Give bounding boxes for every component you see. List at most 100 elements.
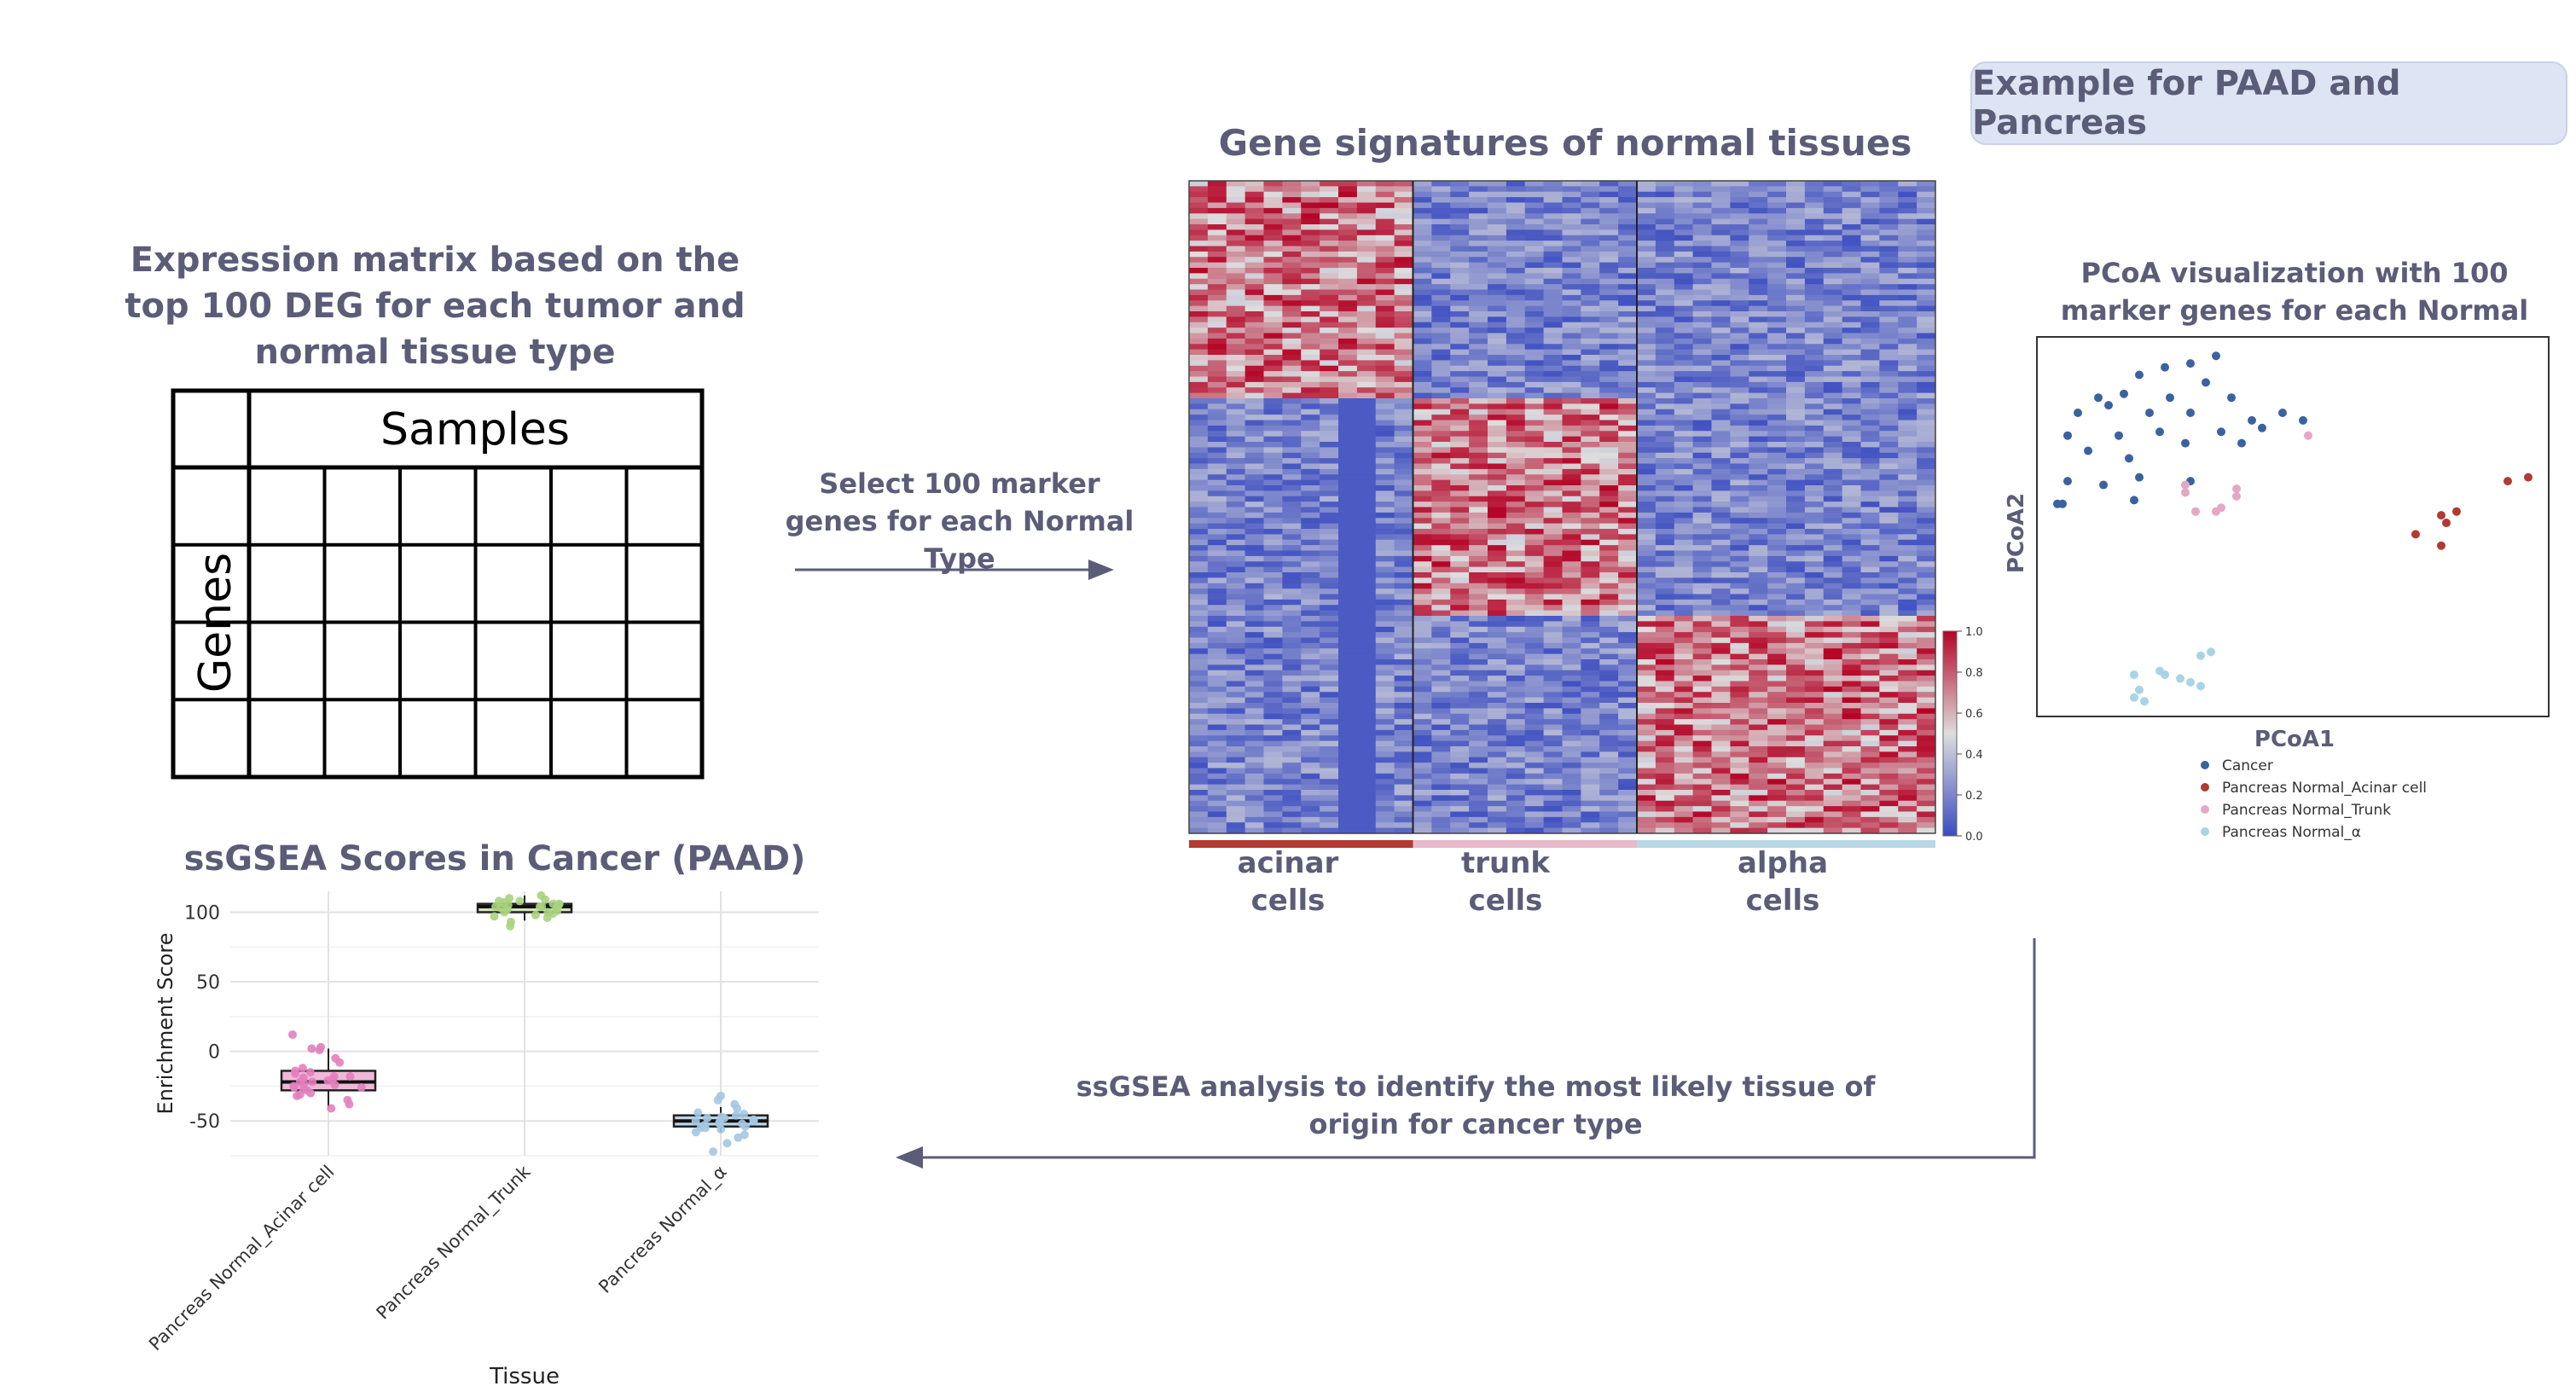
heatmap-cell: [1431, 328, 1451, 334]
pcoa-point: [2099, 480, 2108, 490]
heatmap-cell: [1189, 664, 1209, 671]
heatmap-cell: [1692, 561, 1713, 568]
heatmap-cell: [1413, 735, 1432, 742]
heatmap-cell: [1226, 577, 1246, 584]
heatmap-cell: [1375, 186, 1395, 193]
heatmap-cell: [1879, 262, 1899, 269]
heatmap-cell: [1804, 816, 1825, 823]
heatmap-cell: [1469, 251, 1488, 258]
heatmap-cell: [1917, 420, 1936, 426]
heatmap-cell: [1674, 550, 1694, 557]
heatmap-cell: [1786, 642, 1806, 649]
heatmap-cell: [1338, 806, 1358, 813]
heatmap-cell: [1581, 224, 1600, 230]
heatmap-cell: [1618, 827, 1638, 834]
heatmap-cell: [1674, 583, 1694, 589]
heatmap-cell: [1469, 344, 1488, 351]
pcoa-point: [2196, 682, 2205, 691]
heatmap-cell: [1898, 371, 1917, 378]
heatmap-cell: [1413, 757, 1432, 763]
heatmap-cell: [1543, 648, 1564, 655]
heatmap-cell: [1898, 773, 1917, 780]
heatmap-cell: [1618, 605, 1638, 612]
heatmap-cell: [1282, 328, 1302, 334]
heatmap-cell: [1749, 822, 1768, 829]
heatmap-cell: [1637, 485, 1656, 491]
heatmap-cell: [1917, 474, 1936, 481]
heatmap-cell: [1860, 779, 1880, 786]
heatmap-cell: [1730, 746, 1749, 752]
heatmap-cell: [1226, 800, 1246, 807]
heatmap-cell: [1655, 452, 1675, 459]
pcoa-point: [2120, 389, 2128, 398]
heatmap-cell: [1767, 202, 1787, 209]
heatmap-cell: [1692, 621, 1713, 628]
heatmap-cell: [1450, 751, 1470, 758]
heatmap-cell: [1207, 583, 1227, 589]
heatmap-cell: [1263, 729, 1283, 736]
heatmap-cell: [1356, 485, 1377, 491]
heatmap-cell: [1674, 468, 1694, 475]
heatmap-cell: [1562, 268, 1581, 274]
heatmap-cell: [1823, 300, 1843, 307]
heatmap-cell: [1618, 479, 1638, 486]
heatmap-cell: [1301, 763, 1320, 769]
heatmap-cell: [1375, 561, 1395, 568]
heatmap-cell: [1543, 616, 1564, 622]
heatmap-cell: [1394, 420, 1414, 426]
heatmap-cell: [1301, 729, 1320, 736]
heatmap-cell: [1599, 816, 1619, 823]
heatmap-cell: [1431, 355, 1451, 361]
heatmap-cell: [1469, 642, 1488, 649]
heatmap-cell: [1488, 485, 1507, 491]
heatmap-cell: [1711, 746, 1731, 752]
heatmap-cell: [1730, 355, 1749, 361]
heatmap-cell: [1375, 229, 1395, 236]
heatmap-cell: [1413, 294, 1432, 301]
pcoa-point: [2130, 670, 2138, 680]
heatmap-cell: [1226, 795, 1246, 802]
heatmap-cell: [1674, 213, 1694, 220]
heatmap-cell: [1488, 392, 1507, 399]
heatmap-cell: [1431, 316, 1451, 323]
heatmap-cell: [1375, 605, 1395, 612]
heatmap-cell: [1711, 676, 1731, 682]
heatmap-cell: [1842, 268, 1862, 274]
heatmap-cell: [1263, 268, 1283, 274]
heatmap-cell: [1207, 518, 1227, 525]
heatmap-cell: [1917, 637, 1936, 644]
heatmap-cell: [1637, 518, 1656, 525]
heatmap-cell: [1562, 555, 1581, 562]
heatmap-cell: [1730, 420, 1749, 426]
heatmap-cell: [1599, 599, 1619, 606]
heatmap-cell: [1655, 784, 1675, 791]
heatmap-cell: [1431, 583, 1451, 589]
heatmap-cell: [1879, 213, 1899, 220]
heatmap-cell: [1375, 322, 1395, 328]
heatmap-cell: [1189, 686, 1209, 693]
heatmap-cell: [1524, 577, 1545, 584]
heatmap-cell: [1637, 539, 1656, 546]
heatmap-cell: [1562, 333, 1581, 339]
heatmap-cell: [1879, 577, 1899, 584]
heatmap-cell: [1413, 490, 1432, 497]
heatmap-cell: [1226, 735, 1246, 742]
heatmap-cell: [1226, 218, 1246, 225]
heatmap-cell: [1562, 452, 1581, 459]
heatmap-cell: [1655, 392, 1675, 399]
heatmap-cell: [1692, 218, 1713, 225]
heatmap-cell: [1879, 724, 1899, 731]
heatmap-cell: [1469, 284, 1488, 291]
heatmap-cell: [1581, 589, 1600, 595]
heatmap-cell: [1823, 507, 1843, 513]
heatmap-cell: [1655, 550, 1675, 557]
heatmap-cell: [1543, 490, 1564, 497]
heatmap-cell: [1730, 447, 1749, 454]
heatmap-cell: [1711, 822, 1731, 829]
heatmap-cell: [1506, 561, 1526, 568]
heatmap-cell: [1282, 371, 1302, 378]
heatmap-cell: [1301, 474, 1320, 481]
heatmap-cell: [1655, 344, 1675, 351]
heatmap-cell: [1338, 746, 1358, 752]
heatmap-cell: [1674, 328, 1694, 334]
